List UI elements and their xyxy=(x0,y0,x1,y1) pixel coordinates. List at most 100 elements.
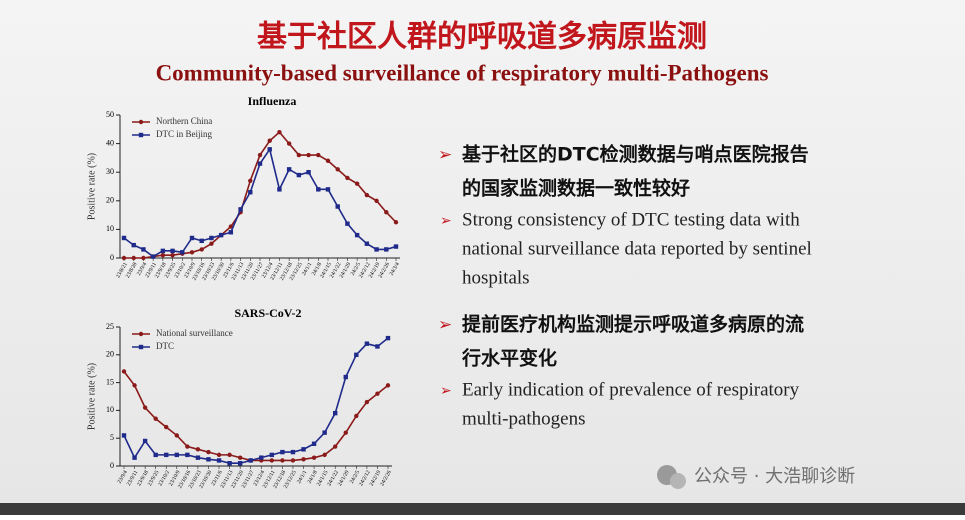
data-point xyxy=(164,424,169,430)
y-tick-label: 20 xyxy=(106,350,114,359)
data-point xyxy=(209,235,214,241)
data-point xyxy=(131,242,136,248)
data-point xyxy=(286,167,292,172)
wechat-icon xyxy=(670,473,686,489)
data-point xyxy=(354,352,359,357)
data-point xyxy=(248,178,253,183)
data-point xyxy=(385,383,391,388)
y-tick-label: 50 xyxy=(106,110,114,119)
data-point xyxy=(364,341,370,346)
chart-title: Influenza xyxy=(248,94,297,108)
data-point xyxy=(290,458,296,463)
data-point xyxy=(306,152,311,158)
data-point xyxy=(322,430,327,435)
data-point xyxy=(280,449,285,455)
data-point xyxy=(199,247,204,252)
data-point xyxy=(206,457,211,462)
data-point xyxy=(364,192,370,198)
data-point xyxy=(206,449,211,455)
bullet-body: hospitals xyxy=(462,267,530,288)
data-point xyxy=(325,187,331,192)
data-point xyxy=(286,141,292,146)
y-tick-label: 30 xyxy=(106,167,114,176)
data-point xyxy=(267,147,272,152)
data-point xyxy=(316,187,321,192)
data-point xyxy=(248,190,253,195)
watermark: 公众号 · 大浩聊诊断 xyxy=(657,465,855,489)
data-point xyxy=(385,335,391,341)
slide-subtitle: Community-based surveillance of respirat… xyxy=(156,60,769,85)
data-point xyxy=(393,244,399,249)
data-point xyxy=(185,444,190,449)
data-point xyxy=(364,241,370,246)
data-point xyxy=(269,452,275,458)
data-point xyxy=(333,410,338,416)
data-point xyxy=(375,344,380,349)
data-point xyxy=(325,158,331,163)
data-point xyxy=(121,369,127,374)
data-point xyxy=(335,204,340,209)
data-point xyxy=(333,444,338,449)
data-point xyxy=(237,455,243,460)
data-point xyxy=(345,221,350,226)
data-point xyxy=(189,235,195,241)
data-point xyxy=(269,458,275,463)
y-axis-label: Positive rate (%) xyxy=(86,363,97,430)
data-point xyxy=(121,433,127,438)
data-point xyxy=(195,455,201,460)
legend-marker xyxy=(138,132,144,138)
data-point xyxy=(199,238,204,244)
data-point xyxy=(296,152,302,158)
bullet-body: multi-pathogens xyxy=(462,408,585,429)
data-point xyxy=(141,255,146,261)
legend-marker xyxy=(138,344,144,350)
bullet-body: Strong consistency of DTC testing data w… xyxy=(462,209,800,230)
bullet-body: national surveillance data reported by s… xyxy=(462,238,812,259)
data-point xyxy=(174,433,179,438)
y-axis-label: Positive rate (%) xyxy=(86,153,97,220)
data-point xyxy=(257,152,263,158)
data-point xyxy=(306,170,311,175)
bullet-body: Early indication of prevalence of respir… xyxy=(462,379,800,400)
data-point xyxy=(296,172,302,178)
bullet-heading: 的国家监测数据一致性较好 xyxy=(462,177,690,200)
y-tick-label: 40 xyxy=(106,138,114,147)
data-point xyxy=(301,457,306,462)
bullet-arrow: ➢ xyxy=(440,213,452,229)
data-point xyxy=(354,181,360,186)
bullet-arrow: ➢ xyxy=(438,315,452,335)
watermark-text: 公众号 · 大浩聊诊断 xyxy=(694,466,855,487)
data-point xyxy=(150,254,156,259)
data-point xyxy=(153,452,158,458)
bullet-arrow: ➢ xyxy=(438,145,452,165)
data-point xyxy=(218,232,224,238)
data-point xyxy=(322,452,327,458)
data-point xyxy=(237,461,243,466)
data-point xyxy=(354,232,360,238)
y-tick-label: 25 xyxy=(106,322,114,331)
y-tick-label: 0 xyxy=(110,253,114,262)
data-point xyxy=(374,247,379,252)
data-point xyxy=(301,447,306,452)
data-point xyxy=(131,255,136,261)
data-point xyxy=(216,458,222,463)
data-point xyxy=(290,449,296,455)
legend-label: Northern China xyxy=(156,116,212,126)
data-point xyxy=(259,455,264,460)
data-point xyxy=(316,152,321,158)
data-point xyxy=(185,452,190,458)
legend-marker xyxy=(138,331,144,337)
data-point xyxy=(141,247,146,252)
data-point xyxy=(132,383,137,388)
y-tick-label: 10 xyxy=(106,405,114,414)
y-tick-label: 15 xyxy=(106,377,114,386)
data-point xyxy=(189,250,195,255)
data-point xyxy=(267,138,272,143)
legend-label: National surveillance xyxy=(156,328,233,338)
bullet-heading: 基于社区的DTC检测数据与哨点医院报告 xyxy=(461,143,809,166)
data-point xyxy=(354,413,359,419)
data-point xyxy=(384,210,389,215)
